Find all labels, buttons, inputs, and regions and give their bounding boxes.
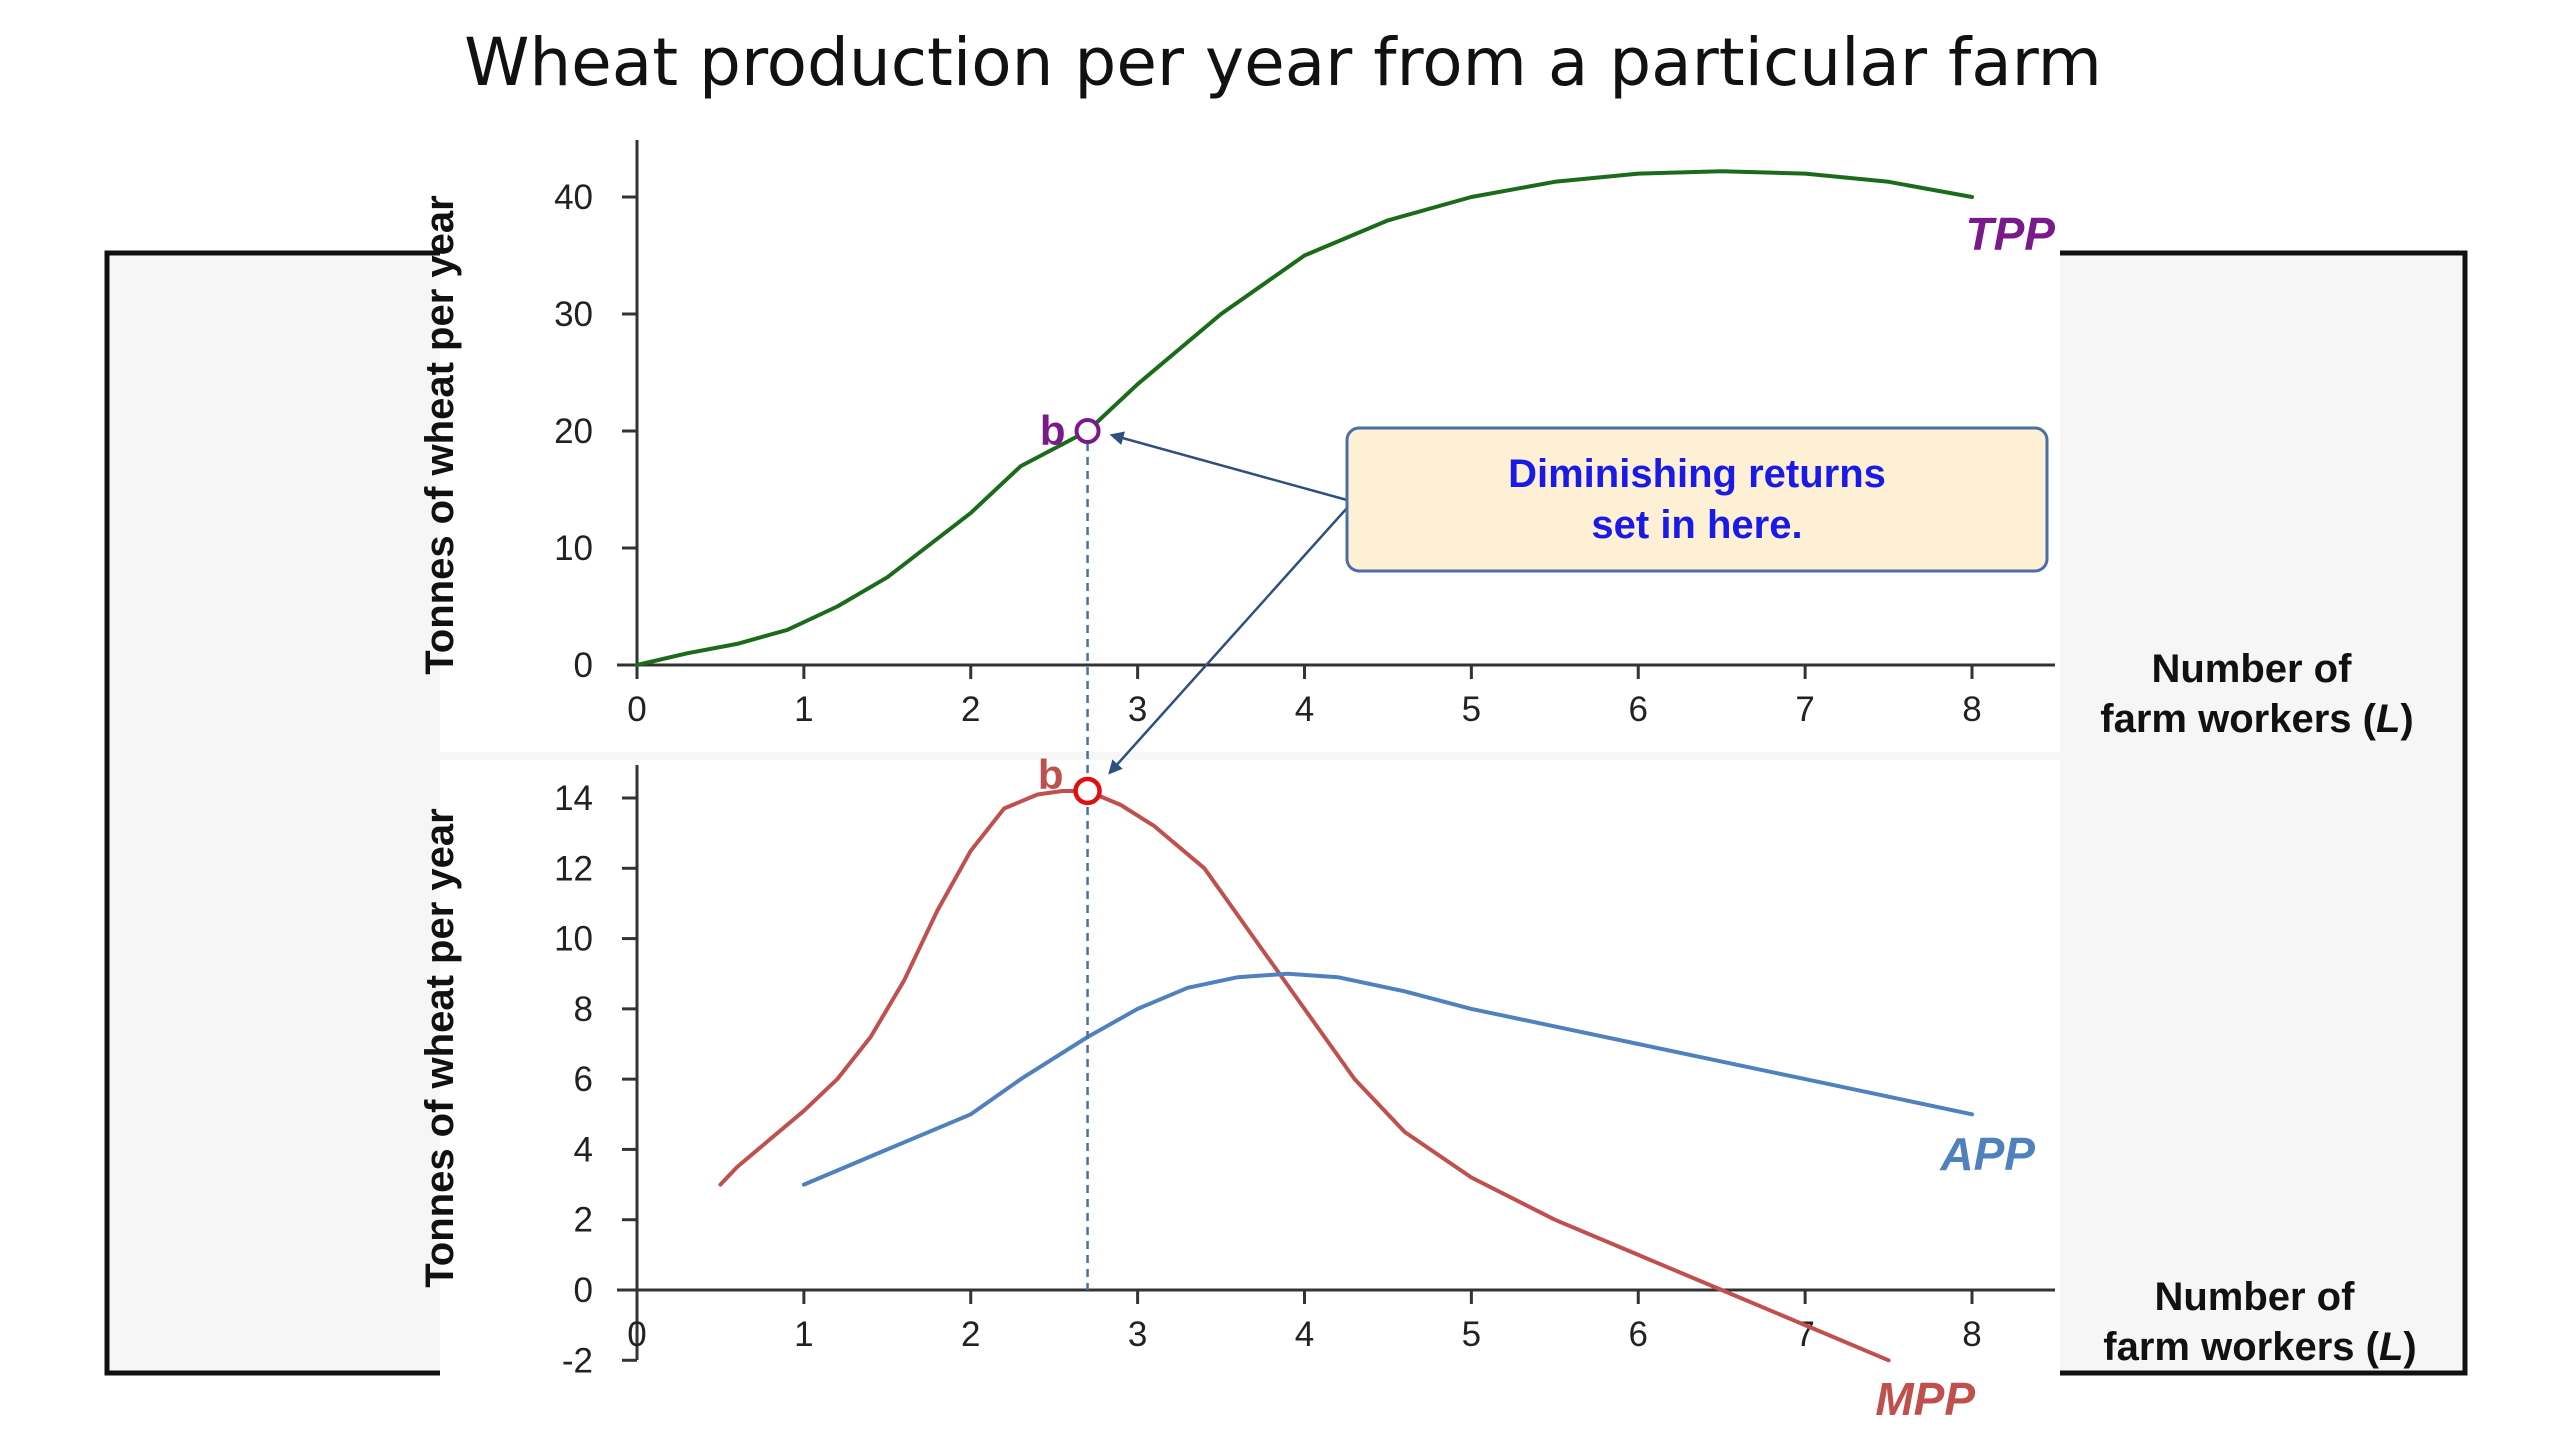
bottom-x-tick-label: 1 [794, 1315, 813, 1354]
bottom-x-axis-title-line1: Number of [2154, 1275, 2355, 1319]
callout-line2: set in here. [1591, 503, 1802, 547]
bottom-y-tick-label: 6 [574, 1060, 593, 1099]
top-x-axis-title-line2: farm workers (L) [2100, 697, 2413, 741]
top-x-tick-label: 1 [794, 690, 813, 729]
top-y-tick-label: 0 [574, 646, 593, 685]
bottom-y-tick-label: 12 [554, 849, 593, 888]
callout-arrow-top [1109, 431, 1348, 502]
series-line-mpp [718, 789, 1891, 1363]
top-x-tick-label: 7 [1795, 690, 1814, 729]
callout-box: Diminishing returns set in here. [1345, 426, 2049, 573]
bottom-x-tick-label: 2 [961, 1315, 980, 1354]
top-chart: 0 10 20 30 40 0 1 2 3 4 5 6 7 8 Tonnes of wheat per … [418, 140, 2414, 741]
top-x-tick-label: 8 [1962, 690, 1981, 729]
top-x-axis-title: Number of farm workers (L) [2100, 647, 2413, 741]
bottom-y-axis-title: Tonnes of wheat per year [418, 808, 462, 1287]
bottom-x-axis-title: Number of farm workers (L) [2103, 1275, 2416, 1369]
chart-title: Wheat production per year from a particu… [464, 24, 2102, 101]
callout-rect [1345, 426, 2049, 573]
top-y-tick-label: 20 [554, 412, 593, 451]
bottom-y-tick-label: 8 [574, 990, 593, 1029]
top-y-axis-title: Tonnes of wheat per year [418, 195, 462, 674]
point-b-bottom [1073, 776, 1102, 806]
series-label-mpp: MPP [1875, 1373, 1975, 1425]
bottom-y-tick-label: -2 [562, 1341, 593, 1380]
top-x-axis-title-line1: Number of [2151, 647, 2352, 691]
bottom-y-tick-label: 0 [574, 1271, 593, 1310]
bottom-x-tick-label: 4 [1295, 1315, 1314, 1354]
bottom-y-tick-label: 10 [554, 920, 593, 959]
bottom-x-tick-label: 8 [1962, 1315, 1981, 1354]
top-x-tick-label: 6 [1629, 690, 1648, 729]
series-line-tpp [635, 169, 1974, 667]
bottom-x-tick-label: 3 [1128, 1315, 1147, 1354]
point-b-top-label: b [1040, 407, 1066, 454]
top-y-tick-label: 30 [554, 295, 593, 334]
bottom-y-tick-label: 2 [574, 1201, 593, 1240]
top-x-tick-label: 2 [961, 690, 980, 729]
annotations: bb [1038, 407, 1348, 1290]
series-label-app: APP [1939, 1128, 2035, 1180]
top-x-tick-label: 3 [1128, 690, 1147, 729]
series-line-app [801, 971, 1974, 1187]
bottom-y-tick-label: 4 [574, 1130, 593, 1169]
bottom-x-tick-label: 0 [627, 1315, 646, 1354]
series-label-tpp: TPP [1966, 208, 2056, 260]
callout-line1: Diminishing returns [1508, 452, 1886, 496]
top-x-tick-label: 4 [1295, 690, 1314, 729]
top-y-tick-label: 10 [554, 529, 593, 568]
callout-arrow-bottom [1108, 507, 1348, 775]
point-b-top [1074, 418, 1101, 444]
top-x-tick-label: 0 [627, 690, 646, 729]
top-y-tick-label: 40 [554, 178, 593, 217]
bottom-panel-background [440, 760, 2060, 1380]
bottom-x-axis-title-line2: farm workers (L) [2103, 1325, 2416, 1369]
top-x-tick-label: 5 [1462, 690, 1481, 729]
point-b-bottom-label: b [1038, 751, 1064, 798]
bottom-x-tick-label: 6 [1629, 1315, 1648, 1354]
bottom-x-tick-label: 5 [1462, 1315, 1481, 1354]
bottom-y-tick-label: 14 [554, 779, 593, 818]
